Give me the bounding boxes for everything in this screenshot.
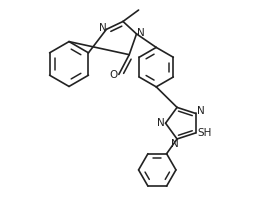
Text: N: N bbox=[99, 23, 106, 33]
Text: N: N bbox=[197, 106, 205, 116]
Text: N: N bbox=[137, 28, 145, 38]
Text: N: N bbox=[156, 118, 164, 128]
Text: SH: SH bbox=[197, 128, 212, 138]
Text: O: O bbox=[109, 70, 117, 80]
Text: N: N bbox=[171, 139, 179, 149]
